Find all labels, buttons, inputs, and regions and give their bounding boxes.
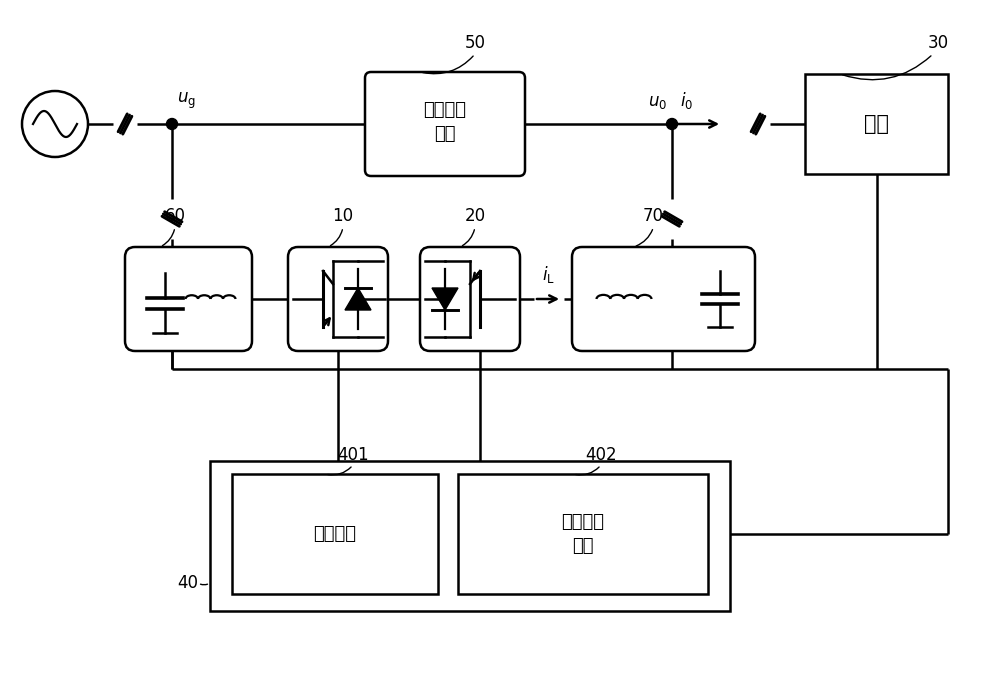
- Polygon shape: [345, 288, 371, 310]
- Text: $u_{\rm g}$: $u_{\rm g}$: [177, 91, 196, 111]
- Text: $u_{0}$: $u_{0}$: [648, 93, 667, 111]
- Text: 30: 30: [927, 34, 949, 52]
- FancyBboxPatch shape: [420, 247, 520, 351]
- Text: 50: 50: [464, 34, 486, 52]
- Bar: [458, 474, 708, 594]
- Text: 运算处理
单元: 运算处理 单元: [562, 513, 604, 555]
- Text: $i_{\rm L}$: $i_{\rm L}$: [542, 264, 554, 285]
- FancyBboxPatch shape: [572, 247, 755, 351]
- Text: 第一开关
单元: 第一开关 单元: [424, 101, 466, 143]
- FancyBboxPatch shape: [365, 72, 525, 176]
- Text: 402: 402: [585, 446, 617, 464]
- Text: 40: 40: [177, 574, 198, 592]
- Bar: [805, 74, 948, 174]
- Text: $i_{0}$: $i_{0}$: [680, 90, 693, 111]
- Circle shape: [666, 119, 678, 130]
- Text: 10: 10: [332, 207, 354, 225]
- Bar: [232, 474, 438, 594]
- Text: 负载: 负载: [864, 114, 889, 134]
- FancyBboxPatch shape: [125, 247, 252, 351]
- Text: 70: 70: [643, 207, 664, 225]
- Text: 401: 401: [337, 446, 369, 464]
- Bar: [210, 461, 730, 611]
- FancyBboxPatch shape: [288, 247, 388, 351]
- Circle shape: [166, 119, 178, 130]
- Polygon shape: [432, 288, 458, 310]
- Text: 采集单元: 采集单元: [313, 525, 356, 543]
- Text: 20: 20: [464, 207, 486, 225]
- Text: 60: 60: [164, 207, 186, 225]
